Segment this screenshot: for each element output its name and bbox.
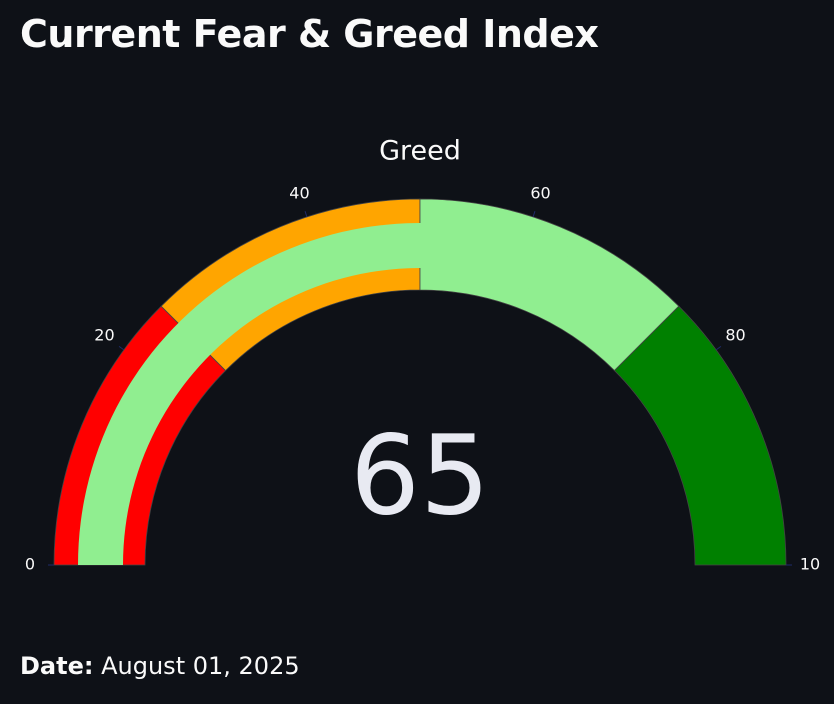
- date-line: Date: August 01, 2025: [20, 652, 300, 680]
- tick-label: 60: [530, 184, 550, 203]
- gauge-chart: Greed 65 0 20 40 60 80 10: [25, 136, 820, 574]
- page-title: Current Fear & Greed Index: [20, 12, 599, 56]
- gauge-title: Greed: [379, 136, 461, 167]
- tick-mark: [715, 345, 722, 351]
- date-label: Date:: [20, 652, 94, 680]
- tick-label: 0: [25, 555, 35, 574]
- gauge-value: 65: [350, 411, 490, 539]
- tick-mark: [304, 211, 308, 218]
- tick-label: 40: [289, 184, 309, 203]
- tick-label: 10: [800, 555, 820, 574]
- tick-mark: [118, 345, 125, 351]
- gauge-step: [613, 305, 787, 566]
- gauge-bar: [78, 222, 576, 565]
- tick-mark: [532, 211, 536, 218]
- tick-label: 80: [725, 325, 745, 344]
- date-value: August 01, 2025: [101, 652, 300, 680]
- tick-label: 20: [94, 325, 114, 344]
